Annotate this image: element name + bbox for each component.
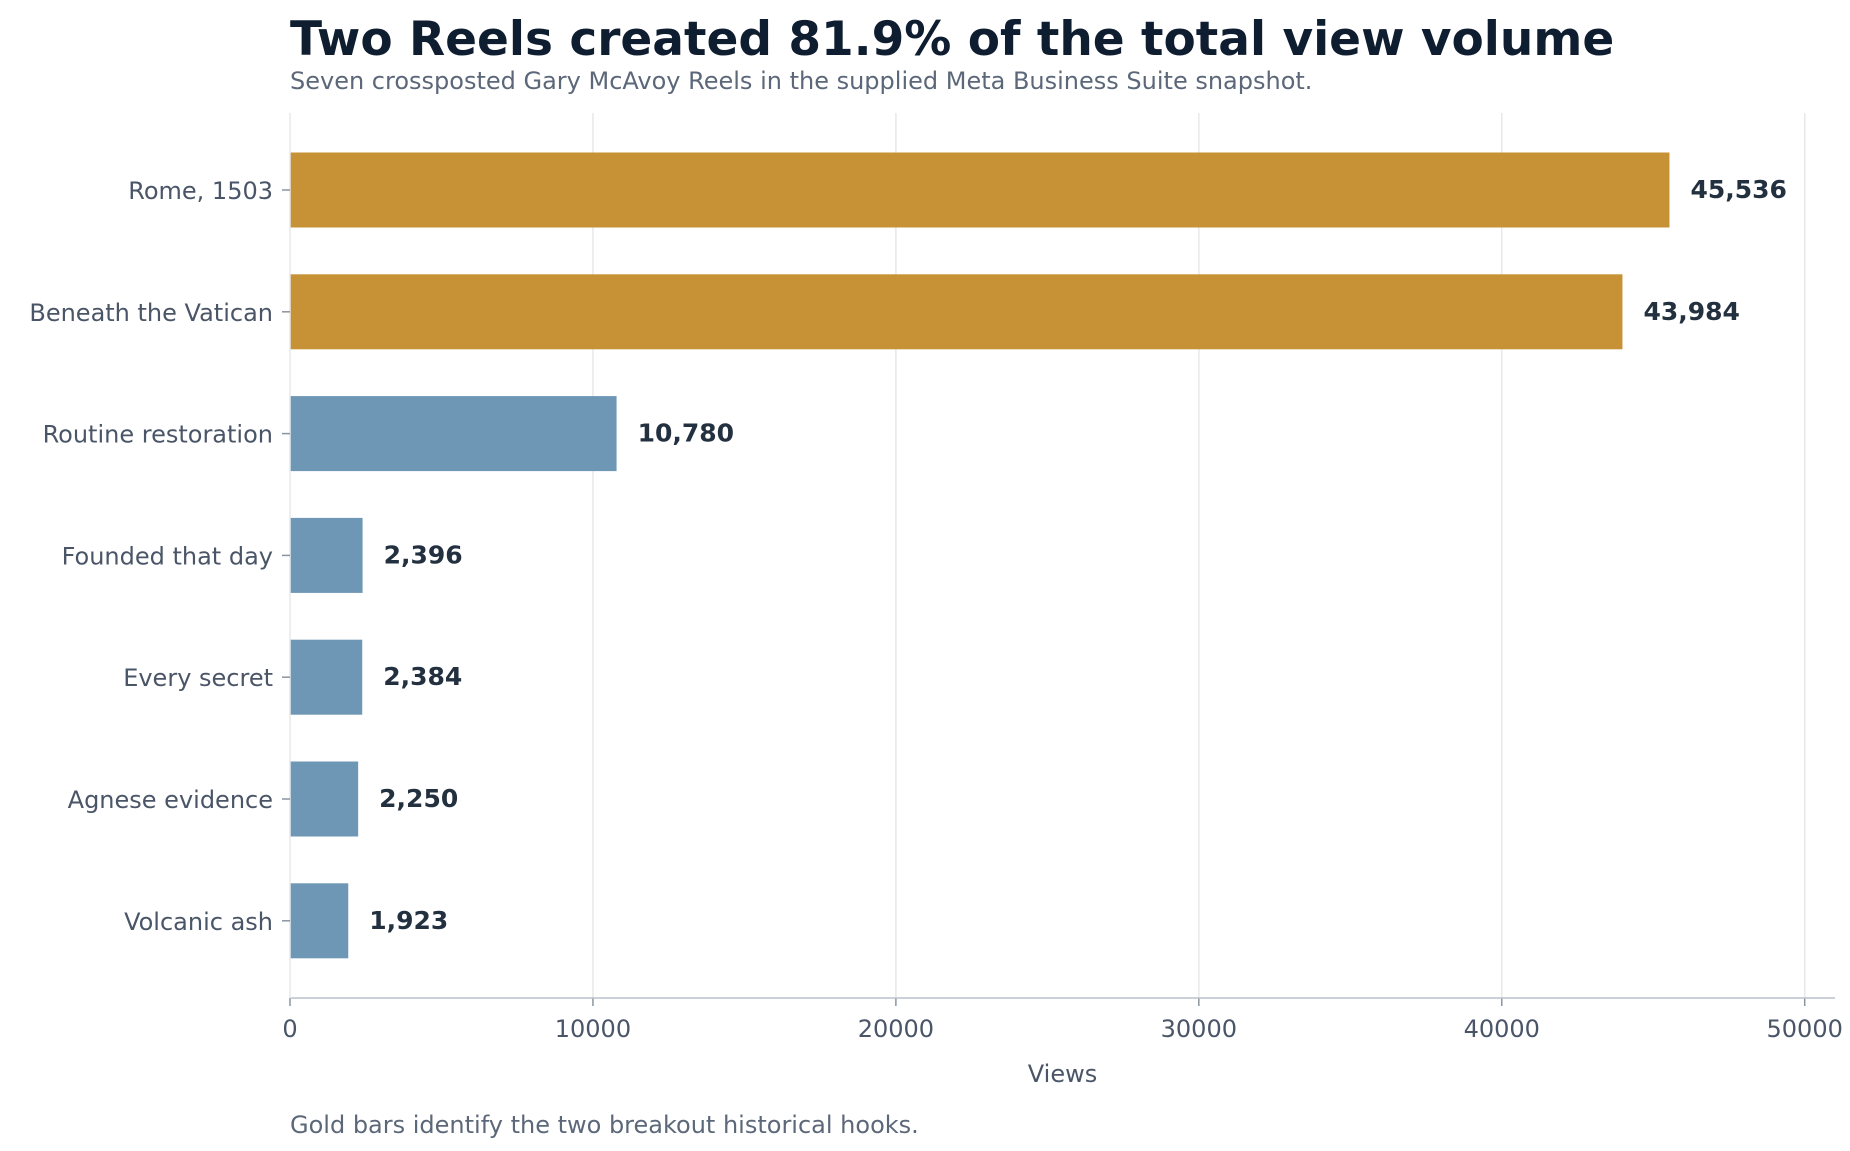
x-tick-label: 10000 xyxy=(555,1015,631,1043)
category-label: Founded that day xyxy=(62,542,273,570)
category-label: Volcanic ash xyxy=(124,908,273,936)
bar xyxy=(290,152,1670,228)
value-label: 43,984 xyxy=(1643,297,1739,326)
chart-footnote: Gold bars identify the two breakout hist… xyxy=(290,1111,919,1139)
bar xyxy=(290,396,617,472)
value-label: 2,384 xyxy=(383,662,462,691)
gridlines xyxy=(592,113,1806,998)
chart-title: Two Reels created 81.9% of the total vie… xyxy=(290,12,1615,67)
category-label: Beneath the Vatican xyxy=(29,299,273,327)
x-tick-label: 20000 xyxy=(858,1015,934,1043)
x-tick-label: 30000 xyxy=(1161,1015,1237,1043)
x-tick-label: 50000 xyxy=(1767,1015,1843,1043)
bars xyxy=(290,152,1670,959)
category-label: Routine restoration xyxy=(43,421,273,449)
category-label: Rome, 1503 xyxy=(128,177,273,205)
axes: 0 10000 20000 30000 40000 50000 xyxy=(282,113,1843,1043)
labels: Rome, 1503 45,536 Beneath the Vatican 43,98… xyxy=(29,175,1787,936)
value-label: 1,923 xyxy=(369,906,448,935)
bar xyxy=(290,883,349,959)
chart-subtitle: Seven crossposted Gary McAvoy Reels in t… xyxy=(290,67,1313,95)
x-tick-label: 40000 xyxy=(1464,1015,1540,1043)
category-label: Agnese evidence xyxy=(68,786,273,814)
x-axis-title: Views xyxy=(1028,1060,1097,1088)
bar xyxy=(290,517,363,593)
value-label: 2,250 xyxy=(379,784,458,813)
bar xyxy=(290,639,363,715)
value-label: 45,536 xyxy=(1690,175,1786,204)
value-label: 10,780 xyxy=(638,419,734,448)
bar xyxy=(290,761,359,837)
bar xyxy=(290,274,1623,350)
x-tick-label: 0 xyxy=(282,1015,297,1043)
category-label: Every secret xyxy=(123,664,273,692)
value-label: 2,396 xyxy=(384,540,463,569)
